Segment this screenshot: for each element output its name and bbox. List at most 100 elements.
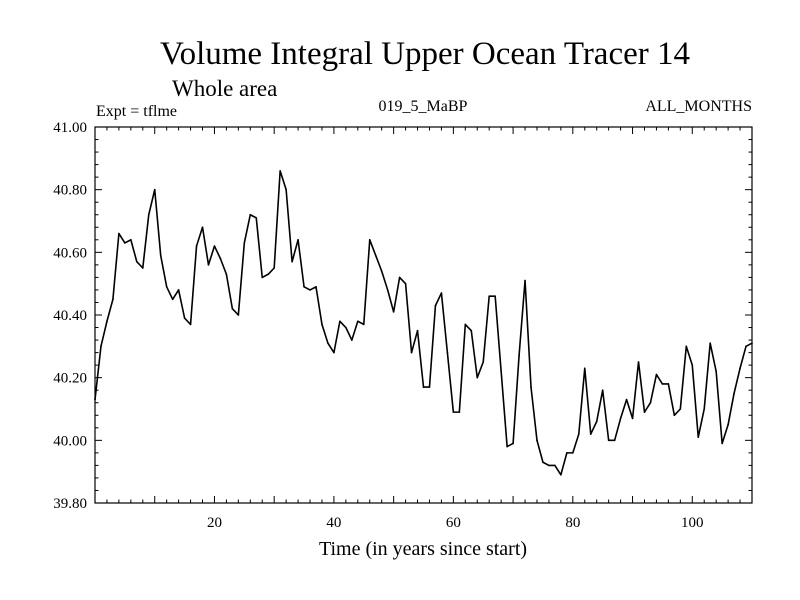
data-point (386, 289, 389, 291)
data-point (530, 386, 532, 388)
data-point (333, 351, 335, 354)
data-point (751, 342, 753, 345)
data-point (183, 317, 186, 319)
data-point (321, 323, 323, 326)
data-point (106, 320, 108, 323)
data-point (697, 436, 700, 439)
data-points (94, 170, 753, 476)
data-point (619, 417, 622, 420)
data-point (147, 213, 150, 216)
x-axis-tick-labels: 20 40 60 80 100 (207, 515, 704, 531)
data-point (380, 270, 383, 272)
data-point (536, 439, 538, 442)
data-point (440, 292, 443, 294)
data-point (577, 433, 580, 435)
data-point (607, 439, 610, 442)
y-tick-label: 40.00 (53, 433, 87, 449)
data-point (542, 461, 544, 464)
data-point (267, 273, 270, 276)
data-point (225, 273, 228, 276)
data-point (625, 398, 628, 401)
data-point (601, 389, 604, 392)
data-point (631, 417, 634, 420)
run-label: 019_5_MaBP (379, 98, 468, 115)
data-point (464, 323, 467, 326)
data-point (727, 423, 729, 426)
data-point (739, 367, 741, 370)
data-point (201, 226, 204, 229)
x-tick-label: 80 (565, 515, 580, 531)
data-point (655, 373, 658, 376)
data-point (452, 411, 455, 413)
data-point (649, 401, 652, 404)
data-point (482, 361, 485, 363)
data-point (667, 383, 670, 385)
x-tick-label: 20 (207, 515, 222, 531)
data-point (637, 361, 640, 363)
data-point (554, 464, 556, 467)
data-point (243, 242, 246, 244)
data-point (165, 286, 168, 288)
data-point (189, 323, 192, 326)
y-axis-tick-labels: 39.80 40.00 40.20 40.40 40.60 40.80 41.00 (53, 120, 87, 512)
data-point (416, 329, 419, 332)
y-tick-label: 41.00 (53, 120, 87, 136)
data-point (112, 298, 114, 301)
data-point (476, 376, 479, 379)
data-point (458, 411, 461, 413)
x-tick-label: 40 (326, 515, 341, 531)
data-point (560, 474, 562, 476)
data-point (488, 295, 491, 298)
data-point (422, 386, 425, 388)
chart-subtitle: Whole area (172, 76, 277, 101)
data-point (709, 342, 711, 345)
y-tick-label: 40.40 (53, 308, 87, 324)
y-tick-label: 39.80 (53, 496, 87, 512)
data-point (691, 364, 694, 366)
data-point (231, 307, 234, 310)
y-axis-ticks (95, 126, 752, 504)
data-point (136, 260, 138, 263)
chart-title: Volume Integral Upper Ocean Tracer 14 (160, 36, 690, 72)
data-point (673, 414, 676, 417)
data-point (368, 239, 371, 241)
data-point (548, 464, 550, 467)
data-point (213, 245, 216, 247)
data-point (613, 439, 616, 442)
data-point (339, 320, 341, 323)
data-point (374, 254, 377, 257)
plot-frame (94, 126, 753, 504)
data-point (643, 411, 646, 413)
data-point (285, 188, 287, 191)
x-axis-ticks (94, 127, 753, 503)
data-point (100, 345, 102, 348)
data-point (118, 232, 120, 235)
data-point (500, 370, 502, 373)
data-point (721, 442, 723, 445)
data-point (255, 217, 258, 219)
data-point (195, 245, 198, 247)
data-point (428, 386, 431, 388)
data-point (410, 351, 413, 354)
data-point (303, 286, 305, 288)
data-point (273, 267, 275, 269)
series-line (94, 170, 753, 476)
y-tick-label: 40.60 (53, 245, 87, 261)
data-point (357, 320, 359, 323)
data-point (351, 339, 353, 341)
data-point (291, 260, 293, 263)
data-point (309, 289, 311, 291)
data-point (506, 445, 508, 448)
data-point (130, 239, 132, 241)
data-point (141, 267, 144, 269)
data-point (524, 279, 526, 282)
data-point (237, 314, 240, 316)
data-point (566, 452, 568, 454)
data-point (398, 276, 401, 279)
data-point (315, 286, 317, 288)
data-point (470, 329, 473, 332)
data-point (219, 257, 222, 260)
data-point (572, 452, 574, 454)
y-tick-label: 40.20 (53, 371, 87, 387)
